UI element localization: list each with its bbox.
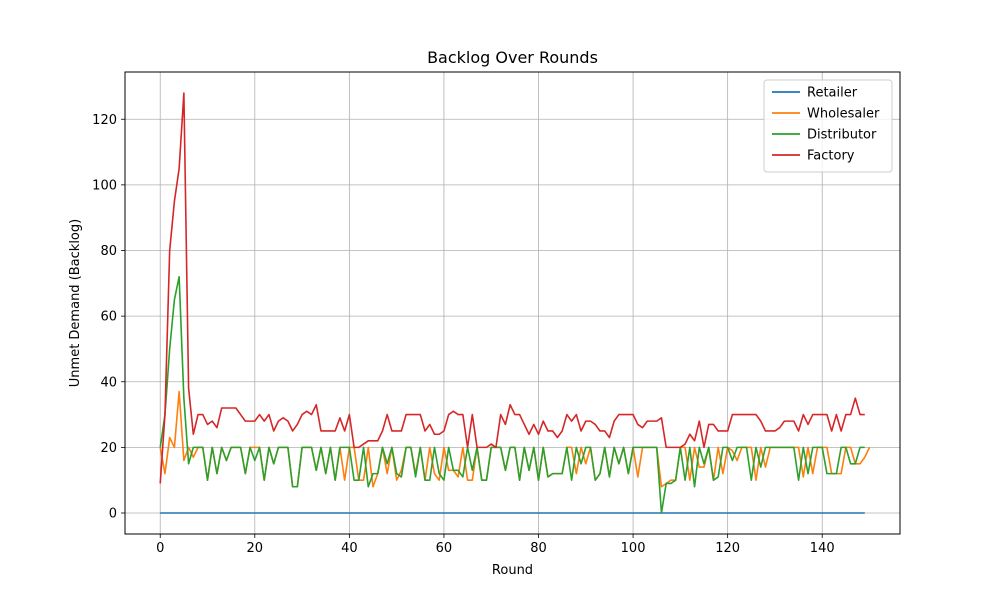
y-tick-label: 0 [109,507,117,522]
y-tick-label: 100 [92,178,117,193]
series-line-distributor [159,275,865,514]
plot-frame [124,71,901,535]
x-tick-label: 80 [530,541,547,556]
legend-label: Factory [807,149,855,164]
x-tick-label: 100 [621,541,646,556]
x-axis-title: Round [492,563,533,578]
x-tick-label: 60 [436,541,453,556]
y-tick-label: 60 [100,310,117,325]
legend-label: Wholesaler [807,107,880,122]
legend-label: Distributor [807,128,877,143]
y-tick-label: 40 [100,375,117,390]
series-line-factory [159,92,865,484]
chart-title: Backlog Over Rounds [427,48,598,67]
x-tick-label: 40 [341,541,358,556]
legend: Retailer Wholesaler Distributor Factory [763,79,893,173]
x-tick-label: 140 [810,541,835,556]
legend-box [763,79,893,173]
series-lines [159,92,871,514]
y-tick-label: 80 [100,244,117,259]
y-axis-title: Unmet Demand (Backlog) [68,219,83,387]
y-tick-label: 120 [92,113,117,128]
x-tick-label: 20 [247,541,264,556]
axis-ticks: 0 20 40 60 80 100 120 140 0 20 40 60 80 100 120 [92,113,834,556]
y-tick-label: 20 [100,441,117,456]
x-tick-label: 0 [156,541,164,556]
legend-label: Retailer [807,86,858,101]
x-tick-label: 120 [715,541,740,556]
